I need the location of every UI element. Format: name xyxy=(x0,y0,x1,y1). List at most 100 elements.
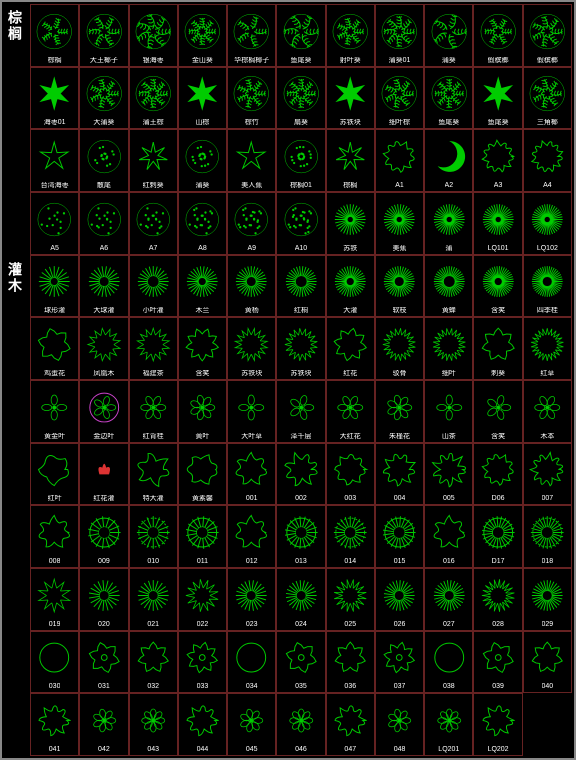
symbol-cell[interactable]: 008 xyxy=(30,505,79,568)
symbol-cell[interactable]: 045 xyxy=(227,693,276,756)
symbol-cell[interactable]: 苏铁块 xyxy=(276,317,325,380)
symbol-cell[interactable]: 细叶 xyxy=(424,317,473,380)
symbol-cell[interactable]: 木本 xyxy=(523,380,572,443)
symbol-cell[interactable]: A3 xyxy=(473,129,522,192)
symbol-cell[interactable]: LQ102 xyxy=(523,192,572,255)
symbol-cell[interactable]: 011 xyxy=(178,505,227,568)
symbol-cell[interactable]: 山棕 xyxy=(178,67,227,130)
symbol-cell[interactable]: 三角椰 xyxy=(523,67,572,130)
symbol-cell[interactable]: 特大灌 xyxy=(129,443,178,506)
symbol-cell[interactable]: 银海枣 xyxy=(129,4,178,67)
symbol-cell[interactable]: 018 xyxy=(523,505,572,568)
symbol-cell[interactable]: 014 xyxy=(326,505,375,568)
symbol-cell[interactable]: 假槟榔 xyxy=(523,4,572,67)
symbol-cell[interactable]: 四季桂 xyxy=(523,255,572,318)
symbol-cell[interactable]: 棕榈 xyxy=(30,4,79,67)
symbol-cell[interactable]: 040 xyxy=(523,631,572,694)
symbol-cell[interactable]: 007 xyxy=(523,443,572,506)
symbol-cell[interactable]: 鱼尾葵 xyxy=(424,67,473,130)
symbol-cell[interactable]: 红叶 xyxy=(30,443,79,506)
symbol-cell[interactable]: 鸡蛋花 xyxy=(30,317,79,380)
symbol-cell[interactable]: 软枝 xyxy=(375,255,424,318)
symbol-cell[interactable]: 蒲葵01 xyxy=(375,4,424,67)
symbol-cell[interactable]: A1 xyxy=(375,129,424,192)
symbol-cell[interactable]: 012 xyxy=(227,505,276,568)
symbol-cell[interactable]: A6 xyxy=(79,192,128,255)
symbol-cell[interactable]: 驳骨 xyxy=(375,317,424,380)
symbol-cell[interactable]: 002 xyxy=(276,443,325,506)
symbol-cell[interactable]: A8 xyxy=(178,192,227,255)
symbol-cell[interactable]: 木兰 xyxy=(178,255,227,318)
symbol-cell[interactable]: 蒲葵 xyxy=(178,129,227,192)
symbol-cell[interactable]: 004 xyxy=(375,443,424,506)
symbol-cell[interactable]: 红草 xyxy=(523,317,572,380)
symbol-cell[interactable]: 黄叶 xyxy=(178,380,227,443)
symbol-cell[interactable]: 华棕榈椰子 xyxy=(227,4,276,67)
symbol-cell[interactable]: 048 xyxy=(375,693,424,756)
symbol-cell[interactable]: 蒲 xyxy=(424,192,473,255)
symbol-cell[interactable]: A2 xyxy=(424,129,473,192)
symbol-cell[interactable]: 细叶棕 xyxy=(375,67,424,130)
symbol-cell[interactable]: 009 xyxy=(79,505,128,568)
symbol-cell[interactable]: 034 xyxy=(227,631,276,694)
symbol-cell[interactable]: 金边叶 xyxy=(79,380,128,443)
symbol-cell[interactable]: 046 xyxy=(276,693,325,756)
symbol-cell[interactable]: 042 xyxy=(79,693,128,756)
symbol-cell[interactable]: 苏铁块 xyxy=(227,317,276,380)
symbol-cell[interactable]: 032 xyxy=(129,631,178,694)
symbol-cell[interactable]: 鱼尾葵 xyxy=(276,4,325,67)
symbol-cell[interactable]: 红花 xyxy=(326,317,375,380)
symbol-cell[interactable]: 红花灌 xyxy=(79,443,128,506)
symbol-cell[interactable]: 033 xyxy=(178,631,227,694)
symbol-cell[interactable]: 假槟榔 xyxy=(473,4,522,67)
symbol-cell[interactable]: 美蕉 xyxy=(375,192,424,255)
symbol-cell[interactable]: 003 xyxy=(326,443,375,506)
symbol-cell[interactable]: 金山葵 xyxy=(178,4,227,67)
symbol-cell[interactable]: 扇葵 xyxy=(276,67,325,130)
symbol-cell[interactable]: 025 xyxy=(326,568,375,631)
symbol-cell[interactable]: 029 xyxy=(523,568,572,631)
symbol-cell[interactable]: 射叶葵 xyxy=(326,4,375,67)
symbol-cell[interactable]: 023 xyxy=(227,568,276,631)
symbol-cell[interactable]: 黄金叶 xyxy=(30,380,79,443)
symbol-cell[interactable]: 028 xyxy=(473,568,522,631)
symbol-cell[interactable]: A4 xyxy=(523,129,572,192)
symbol-cell[interactable]: 苏铁 xyxy=(326,192,375,255)
symbol-cell[interactable]: 044 xyxy=(178,693,227,756)
symbol-cell[interactable]: 038 xyxy=(424,631,473,694)
symbol-cell[interactable]: 棕竹 xyxy=(227,67,276,130)
symbol-cell[interactable]: 小叶灌 xyxy=(129,255,178,318)
symbol-cell[interactable]: A7 xyxy=(129,192,178,255)
symbol-cell[interactable]: 021 xyxy=(129,568,178,631)
symbol-cell[interactable]: 大王椰子 xyxy=(79,4,128,67)
symbol-cell[interactable]: 031 xyxy=(79,631,128,694)
symbol-cell[interactable]: 山茶 xyxy=(424,380,473,443)
symbol-cell[interactable]: 005 xyxy=(424,443,473,506)
symbol-cell[interactable]: 019 xyxy=(30,568,79,631)
symbol-cell[interactable]: 大红花 xyxy=(326,380,375,443)
symbol-cell[interactable]: 含笑 xyxy=(178,317,227,380)
symbol-cell[interactable]: 红桐 xyxy=(276,255,325,318)
symbol-cell[interactable]: LQ202 xyxy=(473,693,522,756)
symbol-cell[interactable]: 蒲葵 xyxy=(424,4,473,67)
symbol-cell[interactable]: 泽千层 xyxy=(276,380,325,443)
symbol-cell[interactable]: 030 xyxy=(30,631,79,694)
symbol-cell[interactable]: LQ101 xyxy=(473,192,522,255)
symbol-cell[interactable]: 041 xyxy=(30,693,79,756)
symbol-cell[interactable]: 海枣01 xyxy=(30,67,79,130)
symbol-cell[interactable]: 美人蕉 xyxy=(227,129,276,192)
symbol-cell[interactable]: 001 xyxy=(227,443,276,506)
symbol-cell[interactable]: 散尾 xyxy=(79,129,128,192)
symbol-cell[interactable]: 棕榈01 xyxy=(276,129,325,192)
symbol-cell[interactable]: 蒲王棕 xyxy=(129,67,178,130)
symbol-cell[interactable]: 大灌 xyxy=(326,255,375,318)
symbol-cell[interactable]: A9 xyxy=(227,192,276,255)
symbol-cell[interactable]: 刺葵 xyxy=(473,317,522,380)
symbol-cell[interactable]: 039 xyxy=(473,631,522,694)
symbol-cell[interactable]: 035 xyxy=(276,631,325,694)
symbol-cell[interactable]: A5 xyxy=(30,192,79,255)
symbol-cell[interactable]: 棕榈 xyxy=(326,129,375,192)
symbol-cell[interactable]: 024 xyxy=(276,568,325,631)
symbol-cell[interactable]: 福建茶 xyxy=(129,317,178,380)
symbol-cell[interactable]: 047 xyxy=(326,693,375,756)
